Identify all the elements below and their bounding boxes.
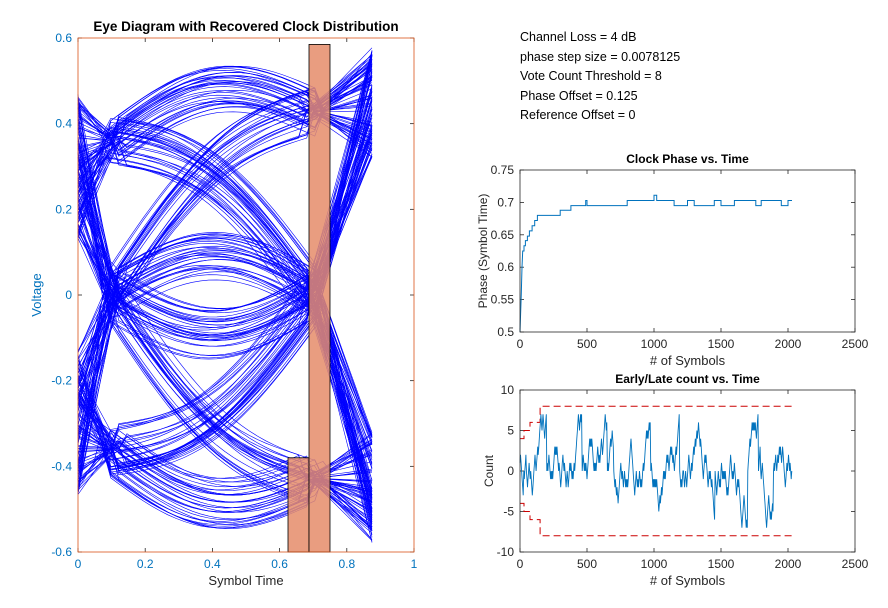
x-tick-label: 1	[411, 557, 418, 571]
lower-threshold-line	[520, 502, 792, 537]
x-tick-label: 0.2	[137, 557, 154, 571]
y-tick-label: 0	[65, 288, 72, 302]
chart-title: Early/Late count vs. Time	[615, 372, 760, 386]
clock-histogram-bar	[287, 457, 310, 553]
x-tick-label: 2500	[842, 557, 869, 571]
eye-diagram-axes: 0 0.2 0.4 0.6 0.8 1 -0.6 -0.4 -0.2 0 0.2 0.4 0.6 Symb…	[29, 19, 418, 588]
x-tick-label: 0	[517, 557, 524, 571]
y-tick-label: 0.75	[491, 163, 515, 177]
x-tick-label: 1000	[641, 337, 668, 351]
x-tick-label: 2500	[842, 337, 869, 351]
y-tick-label: 0	[507, 464, 514, 478]
annotation-phase-step: phase step size = 0.0078125	[520, 49, 681, 64]
x-tick-label: 500	[577, 557, 597, 571]
y-tick-label: -10	[497, 545, 515, 559]
y-tick-label: -0.2	[51, 374, 72, 388]
chart-title: Clock Phase vs. Time	[626, 152, 749, 166]
plot-frame	[519, 389, 856, 553]
x-tick-label: 1500	[708, 557, 735, 571]
x-tick-label: 2000	[775, 337, 802, 351]
y-tick-label: 0.4	[55, 117, 72, 131]
clock-histogram-bar	[308, 44, 331, 553]
early-late-count-axes: 0 500 1000 1500 2000 2500 -10 -5 0 5 10 # of Symbol…	[482, 372, 869, 588]
y-tick-label: 0.55	[491, 293, 515, 307]
y-axis-label: Voltage	[29, 273, 44, 316]
y-tick-label: 0.65	[491, 228, 515, 242]
y-tick-label: -5	[503, 505, 514, 519]
y-tick-label: 10	[501, 383, 515, 397]
clock-phase-axes: 0 500 1000 1500 2000 2500 0.5 0.55 0.6 0.65 0.7 0.7…	[476, 152, 869, 368]
chart-title: Eye Diagram with Recovered Clock Distrib…	[93, 19, 398, 34]
annotation-vote-threshold: Vote Count Threshold = 8	[520, 69, 662, 84]
x-tick-label: 500	[577, 337, 597, 351]
parameter-annotations: Channel Loss = 4 dB phase step size = 0.…	[520, 28, 680, 126]
annotation-reference-offset: Reference Offset = 0	[520, 108, 636, 123]
x-tick-label: 0.4	[204, 557, 221, 571]
plot-background	[520, 170, 855, 332]
y-axis-label: Phase (Symbol Time)	[476, 194, 490, 309]
y-tick-label: 0.2	[55, 202, 72, 216]
plot-frame	[519, 169, 856, 333]
x-tick-label: 0.8	[338, 557, 355, 571]
y-axis-label: Count	[482, 454, 496, 487]
upper-threshold-line	[520, 405, 792, 440]
x-axis-label: Symbol Time	[208, 573, 283, 588]
x-tick-label: 1500	[708, 337, 735, 351]
annotation-channel-loss: Channel Loss = 4 dB	[520, 30, 637, 44]
y-tick-label: 0.6	[497, 260, 514, 274]
early-late-count-line	[519, 414, 793, 528]
x-axis-label: # of Symbols	[650, 353, 726, 368]
y-tick-label: 5	[507, 424, 514, 438]
y-tick-label: 0.6	[55, 31, 72, 45]
x-tick-label: 0	[75, 557, 82, 571]
y-tick-label: 0.5	[497, 325, 514, 339]
y-tick-label: 0.7	[497, 195, 514, 209]
x-tick-label: 1000	[641, 557, 668, 571]
y-tick-label: -0.4	[51, 459, 72, 473]
y-tick-label: -0.6	[51, 545, 72, 559]
plot-frame	[77, 37, 415, 553]
annotation-phase-offset: Phase Offset = 0.125	[520, 88, 638, 103]
x-tick-label: 0.6	[271, 557, 288, 571]
x-tick-label: 2000	[775, 557, 802, 571]
x-tick-label: 0	[517, 337, 524, 351]
clock-phase-line	[519, 194, 792, 333]
x-axis-label: # of Symbols	[650, 573, 726, 588]
